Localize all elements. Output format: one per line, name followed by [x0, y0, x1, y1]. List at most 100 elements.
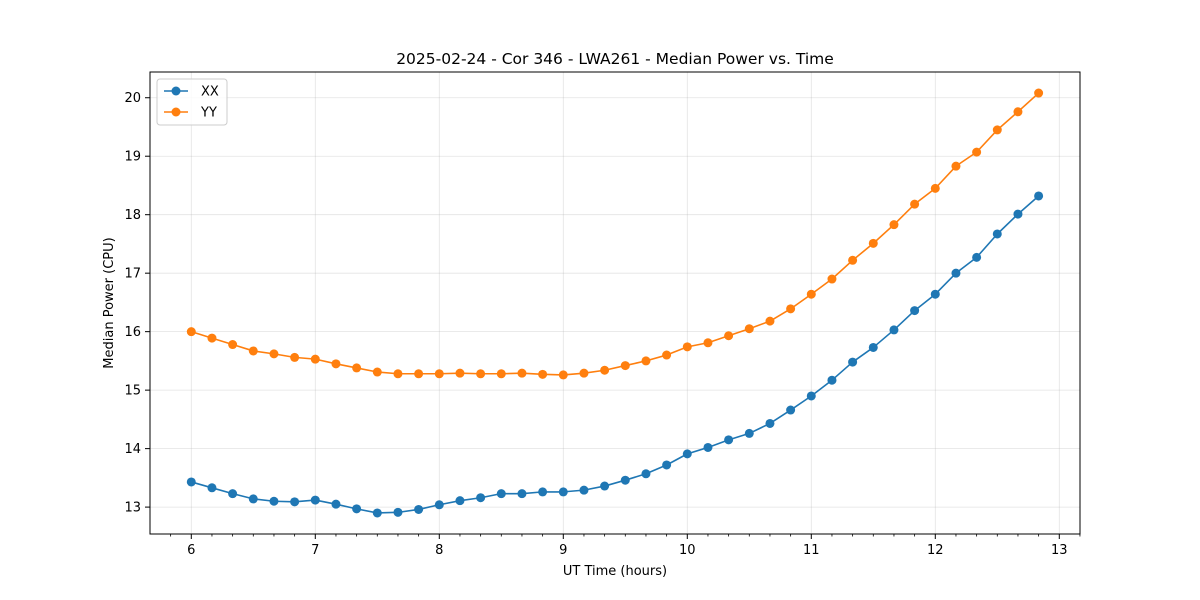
data-point-xx [579, 485, 589, 495]
chart-title: 2025-02-24 - Cor 346 - LWA261 - Median P… [396, 50, 834, 68]
data-point-yy [827, 274, 837, 284]
data-point-xx [248, 494, 258, 504]
data-point-xx [310, 495, 320, 505]
grid [150, 72, 1080, 534]
x-tick-label: 9 [559, 543, 567, 558]
data-point-xx [538, 487, 548, 497]
data-point-yy [352, 363, 362, 373]
data-point-yy [724, 331, 734, 341]
data-point-yy [186, 327, 196, 337]
data-point-yy [703, 338, 713, 348]
data-point-xx [910, 306, 920, 316]
data-point-yy [930, 183, 940, 193]
y-tick-label: 19 [124, 150, 141, 165]
data-point-yy [207, 333, 217, 343]
data-point-yy [228, 340, 238, 350]
x-tick-label: 12 [927, 543, 944, 558]
data-point-xx [558, 487, 568, 497]
data-point-yy [579, 368, 589, 378]
y-tick-label: 13 [124, 501, 141, 516]
data-point-yy [476, 369, 486, 379]
data-point-yy [248, 346, 258, 356]
series-line-yy [191, 92, 1040, 376]
data-point-xx [455, 496, 465, 506]
data-point-yy [806, 289, 816, 299]
data-point-yy [393, 369, 403, 379]
data-point-xx [517, 489, 527, 499]
data-point-xx [434, 500, 444, 510]
x-tick-label: 6 [187, 543, 195, 558]
data-point-yy [1034, 88, 1044, 98]
data-point-xx [186, 477, 196, 487]
data-point-xx [352, 504, 362, 514]
data-point-xx [972, 252, 982, 262]
data-point-xx [476, 493, 486, 503]
x-tick-label: 10 [679, 543, 696, 558]
data-point-yy [372, 367, 382, 377]
data-point-yy [269, 349, 279, 359]
data-point-xx [827, 375, 837, 385]
plot-frame [149, 71, 1081, 535]
data-point-yy [434, 369, 444, 379]
y-axis-label: Median Power (CPU) [102, 237, 117, 368]
data-point-xx [269, 496, 279, 506]
data-point-yy [868, 238, 878, 248]
data-point-xx [600, 481, 610, 491]
legend-label-yy: YY [200, 106, 217, 121]
x-tick-label: 7 [311, 543, 319, 558]
data-point-yy [992, 125, 1002, 135]
data-point-yy [455, 368, 465, 378]
data-point-yy [641, 356, 651, 366]
data-point-xx [744, 428, 754, 438]
x-tick-label: 8 [435, 543, 443, 558]
data-point-xx [662, 460, 672, 470]
series-layer [186, 88, 1044, 518]
data-point-xx [889, 325, 899, 335]
data-point-xx [992, 229, 1002, 239]
legend-marker-yy [171, 107, 181, 117]
data-point-yy [1013, 107, 1023, 117]
data-point-xx [393, 507, 403, 517]
data-point-xx [868, 342, 878, 352]
data-point-yy [765, 316, 775, 326]
data-point-yy [972, 147, 982, 157]
data-point-yy [910, 199, 920, 209]
data-point-yy [290, 352, 300, 362]
data-point-yy [496, 369, 506, 379]
data-point-xx [682, 449, 692, 459]
data-point-xx [930, 289, 940, 299]
data-point-yy [331, 359, 341, 369]
data-point-xx [331, 499, 341, 509]
axes: 6 7 8 9 10 11 12 13 13 14 15 16 17 18 19 20 [124, 91, 1081, 558]
data-point-xx [806, 391, 816, 401]
data-point-yy [951, 161, 961, 171]
legend: XX YY [156, 78, 228, 126]
data-point-yy [662, 350, 672, 360]
y-tick-label: 18 [124, 208, 141, 223]
y-tick-label: 17 [124, 267, 141, 282]
data-point-xx [207, 483, 217, 493]
data-point-xx [1034, 191, 1044, 201]
data-point-xx [414, 504, 424, 514]
data-point-xx [703, 442, 713, 452]
y-tick-label: 16 [124, 325, 141, 340]
data-point-yy [848, 255, 858, 265]
data-point-yy [786, 304, 796, 314]
data-point-xx [951, 268, 961, 278]
data-point-yy [744, 324, 754, 334]
data-point-yy [682, 342, 692, 352]
data-point-xx [228, 489, 238, 499]
data-point-xx [496, 489, 506, 499]
x-axis-label: UT Time (hours) [563, 564, 667, 579]
data-point-yy [310, 354, 320, 364]
data-point-yy [600, 365, 610, 375]
data-point-xx [724, 435, 734, 445]
data-point-yy [620, 361, 630, 371]
data-point-yy [538, 369, 548, 379]
series-line-xx [191, 195, 1040, 514]
y-tick-label: 14 [124, 442, 141, 457]
data-point-xx [765, 418, 775, 428]
y-tick-label: 15 [124, 384, 141, 399]
legend-marker-xx [171, 86, 181, 96]
